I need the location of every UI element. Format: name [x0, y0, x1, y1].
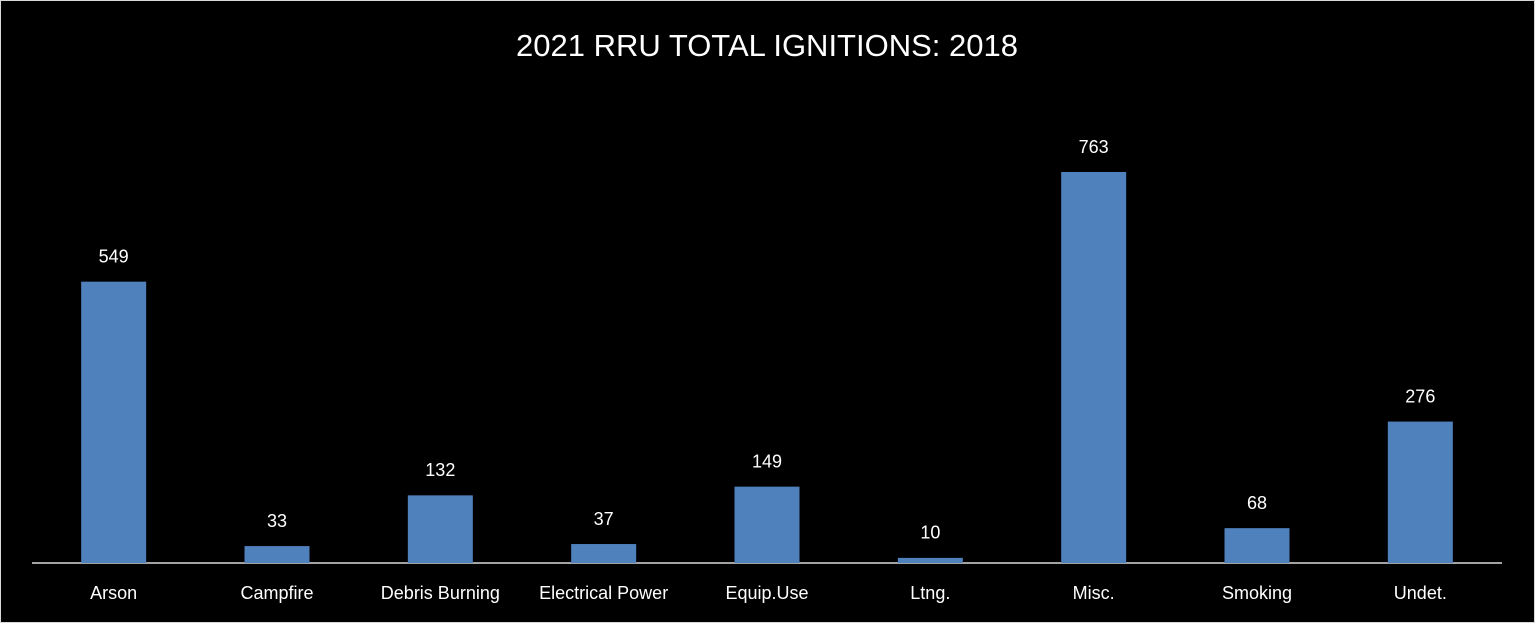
bar [244, 546, 310, 563]
x-tick-label: Misc. [1073, 583, 1115, 603]
x-tick-label: Arson [90, 583, 137, 603]
x-tick-label: Smoking [1222, 583, 1292, 603]
x-tick-label: Ltng. [910, 583, 950, 603]
data-label: 149 [752, 451, 782, 471]
data-label: 68 [1247, 493, 1267, 513]
x-tick-label: Campfire [240, 583, 313, 603]
bar [1224, 528, 1290, 563]
bar [81, 281, 147, 563]
data-label: 549 [99, 246, 129, 266]
data-label: 132 [425, 460, 455, 480]
bar [1387, 421, 1453, 563]
bar [734, 486, 800, 563]
data-label: 37 [594, 509, 614, 529]
x-tick-label: Undet. [1394, 583, 1447, 603]
data-label: 276 [1405, 386, 1435, 406]
bar [1061, 172, 1127, 563]
x-tick-label: Equip.Use [725, 583, 808, 603]
bar [571, 544, 637, 563]
x-tick-label: Electrical Power [539, 583, 668, 603]
data-label: 10 [920, 523, 940, 543]
x-tick-label: Debris Burning [381, 583, 500, 603]
chart-title: 2021 RRU TOTAL IGNITIONS: 2018 [516, 28, 1018, 63]
bar [407, 495, 473, 563]
data-label: 763 [1079, 137, 1109, 157]
bar [897, 557, 963, 563]
data-label: 33 [267, 511, 287, 531]
